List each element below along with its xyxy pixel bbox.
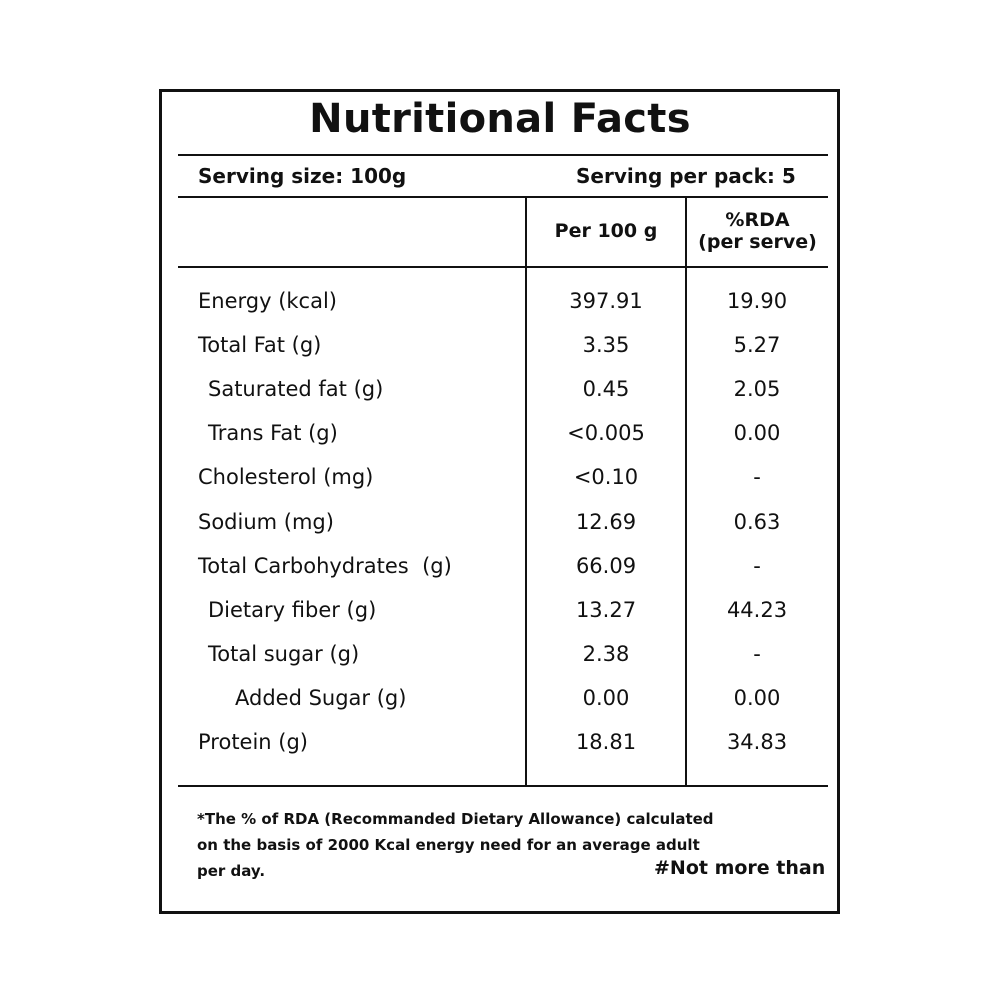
- nutrient-name: Total Carbohydrates (g): [198, 553, 452, 578]
- nutrition-label-border: [159, 89, 840, 914]
- nutrient-row: Total Fat (g) 3.35 5.27: [178, 323, 828, 367]
- title-divider: [178, 154, 828, 156]
- nutrient-rda: 2.05: [733, 377, 781, 402]
- servings-per-pack: Serving per pack: 5: [576, 164, 796, 188]
- nutrient-rda: 0.63: [733, 509, 781, 534]
- nutrient-row: Dietary fiber (g) 13.27 44.23: [178, 588, 828, 632]
- nutrient-per-100g: <0.005: [567, 421, 645, 446]
- nutrient-name: Added Sugar (g): [235, 685, 407, 710]
- nutrient-per-100g: 13.27: [575, 597, 637, 622]
- column-header-rda: %RDA (per serve): [687, 209, 828, 253]
- nutrient-rda: 0.00: [733, 685, 781, 710]
- nutrient-rda: -: [753, 641, 761, 666]
- nutrient-rda: 44.23: [726, 597, 788, 622]
- nutrient-per-100g: 18.81: [575, 730, 637, 754]
- nutrient-name: Total Fat (g): [198, 333, 322, 358]
- nutrient-rda: 34.83: [726, 730, 788, 754]
- nutrient-row: Trans Fat (g) <0.005 0.00: [178, 411, 828, 455]
- nutrient-per-100g: 397.91: [569, 289, 643, 313]
- column-divider-right: [685, 197, 687, 786]
- nutrient-name: Protein (g): [198, 730, 309, 754]
- nutrient-row: Total Carbohydrates (g) 66.09 -: [178, 544, 828, 588]
- nutrient-rda: -: [753, 553, 761, 578]
- header-divider: [178, 266, 828, 268]
- nutrient-per-100g: 0.45: [582, 377, 630, 402]
- nutrient-per-100g: 66.09: [575, 553, 637, 578]
- column-header-per-100g-label: Per 100 g: [554, 220, 658, 242]
- nutrient-rda: -: [753, 465, 761, 490]
- nutrient-row: Total sugar (g) 2.38 -: [178, 632, 828, 676]
- nutrient-name: Cholesterol (mg): [198, 465, 374, 490]
- label-title: Nutritional Facts: [309, 96, 691, 142]
- nutrient-name: Dietary fiber (g): [208, 597, 377, 622]
- nutrient-name: Sodium (mg): [198, 509, 334, 534]
- table-bottom-divider: [178, 785, 828, 787]
- nutrient-per-100g: 3.35: [582, 333, 630, 358]
- nutrient-row: Sodium (mg) 12.69 0.63: [178, 500, 828, 544]
- nutrient-rda: 0.00: [733, 421, 781, 446]
- column-divider-left: [525, 197, 527, 786]
- rda-footnote: *The % of RDA (Recommanded Dietary Allow…: [197, 806, 737, 884]
- serving-size: Serving size: 100g: [198, 164, 407, 188]
- nutrient-row: Protein (g) 18.81 34.83: [178, 720, 828, 764]
- nutrient-row: Cholesterol (mg) <0.10 -: [178, 455, 828, 499]
- column-header-per-100g: Per 100 g: [527, 220, 685, 242]
- nutrient-name: Trans Fat (g): [208, 421, 338, 446]
- nutrient-rda: 19.90: [726, 289, 788, 313]
- nutrient-name: Energy (kcal): [198, 289, 337, 313]
- nutrient-rda: 5.27: [733, 333, 781, 358]
- serving-divider: [178, 196, 828, 198]
- footnote-line-1: *The % of RDA (Recommanded Dietary Allow…: [197, 810, 714, 828]
- nutrient-name: Total sugar (g): [208, 641, 360, 666]
- nutrient-row: Added Sugar (g) 0.00 0.00: [178, 676, 828, 720]
- not-more-than-note: #Not more than: [654, 857, 826, 879]
- nutrient-per-100g: <0.10: [573, 465, 639, 490]
- nutrient-row: Saturated fat (g) 0.45 2.05: [178, 367, 828, 411]
- nutrient-per-100g: 2.38: [582, 641, 630, 666]
- nutrient-name: Saturated fat (g): [208, 377, 384, 402]
- column-header-rda-line1: %RDA: [725, 209, 790, 231]
- footnote-line-2: on the basis of 2000 Kcal energy need fo…: [197, 836, 700, 854]
- footnote-line-3: per day.: [197, 862, 266, 880]
- nutrient-per-100g: 12.69: [575, 509, 637, 534]
- column-header-rda-line2: (per serve): [698, 231, 817, 253]
- nutrient-per-100g: 0.00: [582, 685, 630, 710]
- nutrient-row: Energy (kcal) 397.91 19.90: [178, 279, 828, 323]
